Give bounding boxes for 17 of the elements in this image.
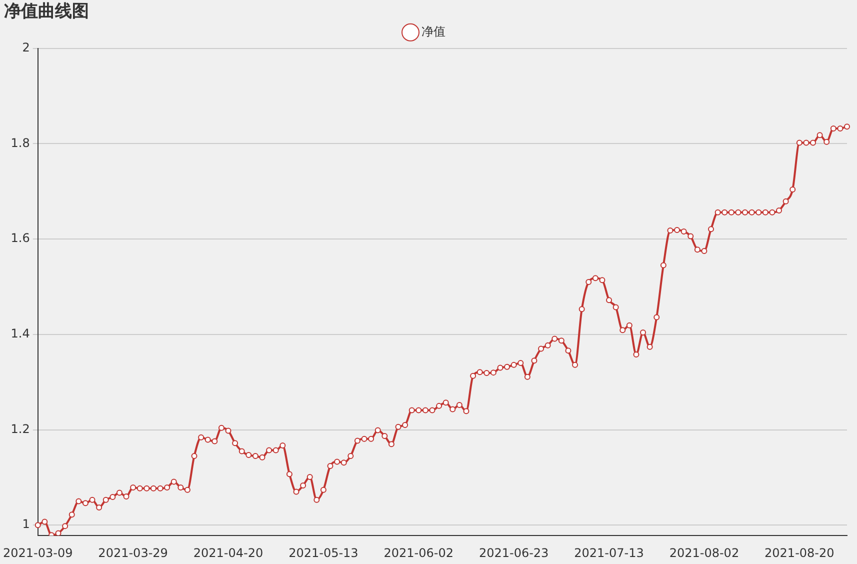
x-tick-label: 2021-04-20 bbox=[193, 546, 264, 560]
y-tick-label: 1.8 bbox=[10, 136, 30, 150]
x-tick-label: 2021-08-02 bbox=[669, 546, 740, 560]
x-tick-label: 2021-03-29 bbox=[98, 546, 168, 560]
x-tick-label: 2021-06-02 bbox=[384, 546, 454, 560]
y-tick-label: 2 bbox=[22, 40, 30, 55]
legend-label: 净值 bbox=[422, 24, 446, 39]
chart-title: 净值曲线图 bbox=[4, 2, 89, 22]
x-tick-label: 2021-08-20 bbox=[764, 546, 834, 560]
x-tick-label: 2021-05-13 bbox=[288, 546, 358, 560]
y-tick-label: 1.4 bbox=[10, 326, 30, 341]
y-tick-label: 1 bbox=[22, 517, 30, 532]
x-tick-label: 2021-03-09 bbox=[2, 546, 73, 560]
y-tick-label: 1.6 bbox=[10, 231, 30, 246]
x-tick-label: 2021-06-23 bbox=[478, 546, 549, 560]
x-tick-label: 2021-07-13 bbox=[574, 546, 644, 560]
y-tick-label: 1.2 bbox=[10, 422, 30, 436]
